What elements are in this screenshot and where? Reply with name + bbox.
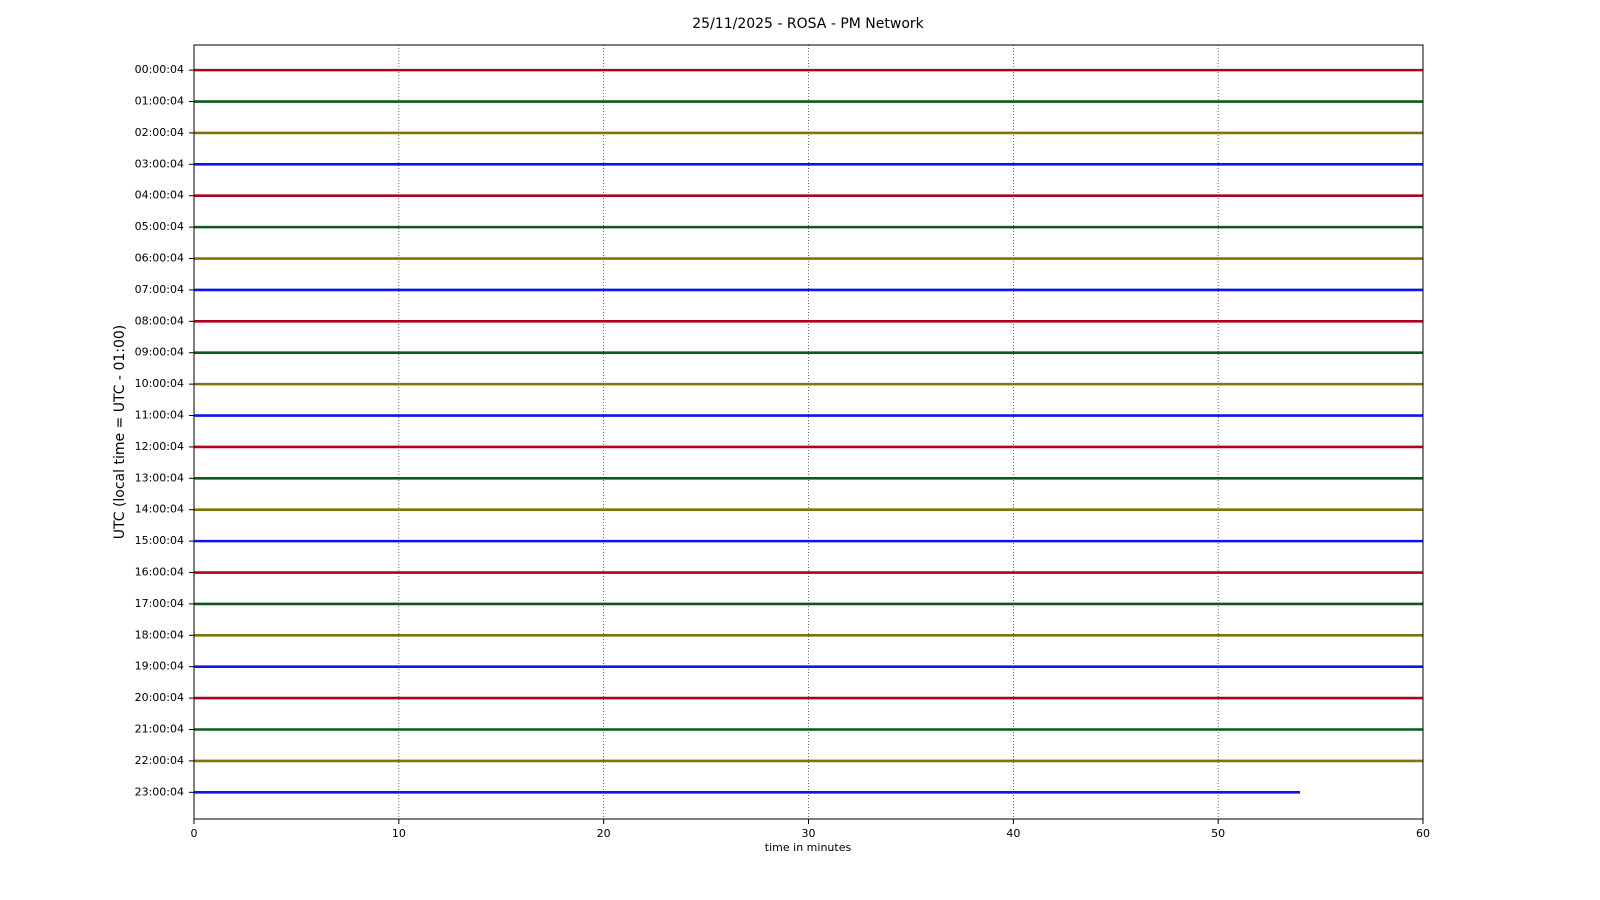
y-tick-label: 17:00:04 bbox=[135, 597, 184, 610]
chart-title: 25/11/2025 - ROSA - PM Network bbox=[692, 16, 924, 32]
y-tick-label: 07:00:04 bbox=[135, 283, 184, 296]
y-axis-label: UTC (local time = UTC - 01:00) bbox=[112, 325, 128, 540]
y-tick-label: 13:00:04 bbox=[135, 471, 184, 484]
y-tick-label: 01:00:04 bbox=[135, 95, 184, 108]
y-tick-label: 04:00:04 bbox=[135, 189, 184, 202]
x-tick-label: 40 bbox=[1006, 827, 1020, 840]
y-tick-label: 18:00:04 bbox=[135, 628, 184, 641]
y-tick-label: 03:00:04 bbox=[135, 157, 184, 170]
y-tick-label: 16:00:04 bbox=[135, 566, 184, 579]
x-tick-label: 0 bbox=[191, 827, 198, 840]
y-tick-label: 12:00:04 bbox=[135, 440, 184, 453]
plot-frame bbox=[193, 44, 1424, 820]
x-tick-label: 10 bbox=[392, 827, 406, 840]
x-axis-label: time in minutes bbox=[765, 841, 852, 854]
y-tick-label: 08:00:04 bbox=[135, 314, 184, 327]
y-tick-label: 06:00:04 bbox=[135, 252, 184, 265]
y-tick-label: 20:00:04 bbox=[135, 691, 184, 704]
y-tick-label: 00:00:04 bbox=[135, 63, 184, 76]
y-tick-label: 02:00:04 bbox=[135, 126, 184, 139]
y-tick-label: 14:00:04 bbox=[135, 503, 184, 516]
y-tick-label: 21:00:04 bbox=[135, 723, 184, 736]
y-tick-label: 15:00:04 bbox=[135, 534, 184, 547]
y-tick-label: 11:00:04 bbox=[135, 409, 184, 422]
x-tick-label: 20 bbox=[597, 827, 611, 840]
y-tick-label: 05:00:04 bbox=[135, 220, 184, 233]
x-tick-label: 50 bbox=[1211, 827, 1225, 840]
y-tick-label: 22:00:04 bbox=[135, 754, 184, 767]
y-tick-label: 19:00:04 bbox=[135, 660, 184, 673]
y-tick-label: 23:00:04 bbox=[135, 785, 184, 798]
x-tick-label: 30 bbox=[802, 827, 816, 840]
x-tick-label: 60 bbox=[1416, 827, 1430, 840]
y-tick-label: 09:00:04 bbox=[135, 346, 184, 359]
y-tick-label: 10:00:04 bbox=[135, 377, 184, 390]
